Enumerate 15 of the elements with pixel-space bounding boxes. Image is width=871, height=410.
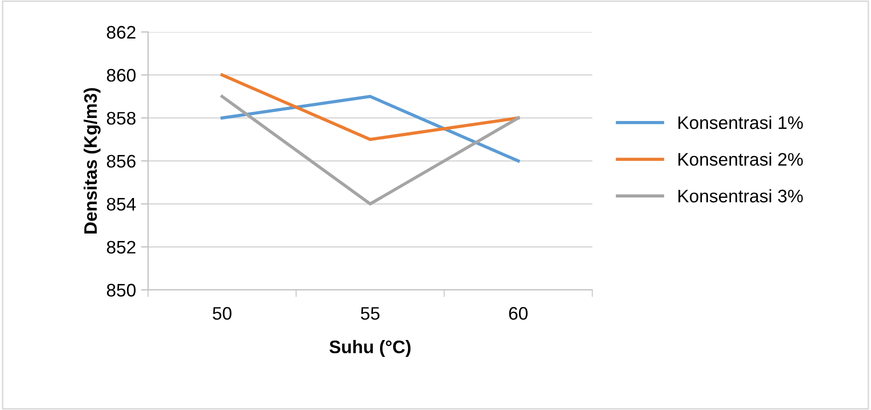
y-tick-label: 850: [106, 284, 136, 297]
legend-label: Konsentrasi 2%: [678, 152, 803, 166]
y-tick-label: 862: [106, 26, 136, 39]
y-tick-label: 854: [106, 198, 136, 211]
y-tick-label: 856: [106, 154, 136, 168]
legend-label: Konsentrasi 3%: [678, 189, 803, 202]
y-tick-label: 858: [106, 112, 136, 125]
y-axis-title: Densitas (Kg/m3): [84, 88, 101, 234]
x-axis-title: Suhu (°C): [329, 340, 410, 357]
x-tick-label: 60: [509, 307, 528, 320]
legend-label: Konsentrasi 1%: [678, 116, 803, 130]
y-tick-label: 852: [106, 240, 136, 254]
y-tick-label: 860: [106, 68, 136, 82]
x-tick-label: 50: [212, 307, 232, 320]
x-tick-label: 55: [360, 307, 380, 320]
